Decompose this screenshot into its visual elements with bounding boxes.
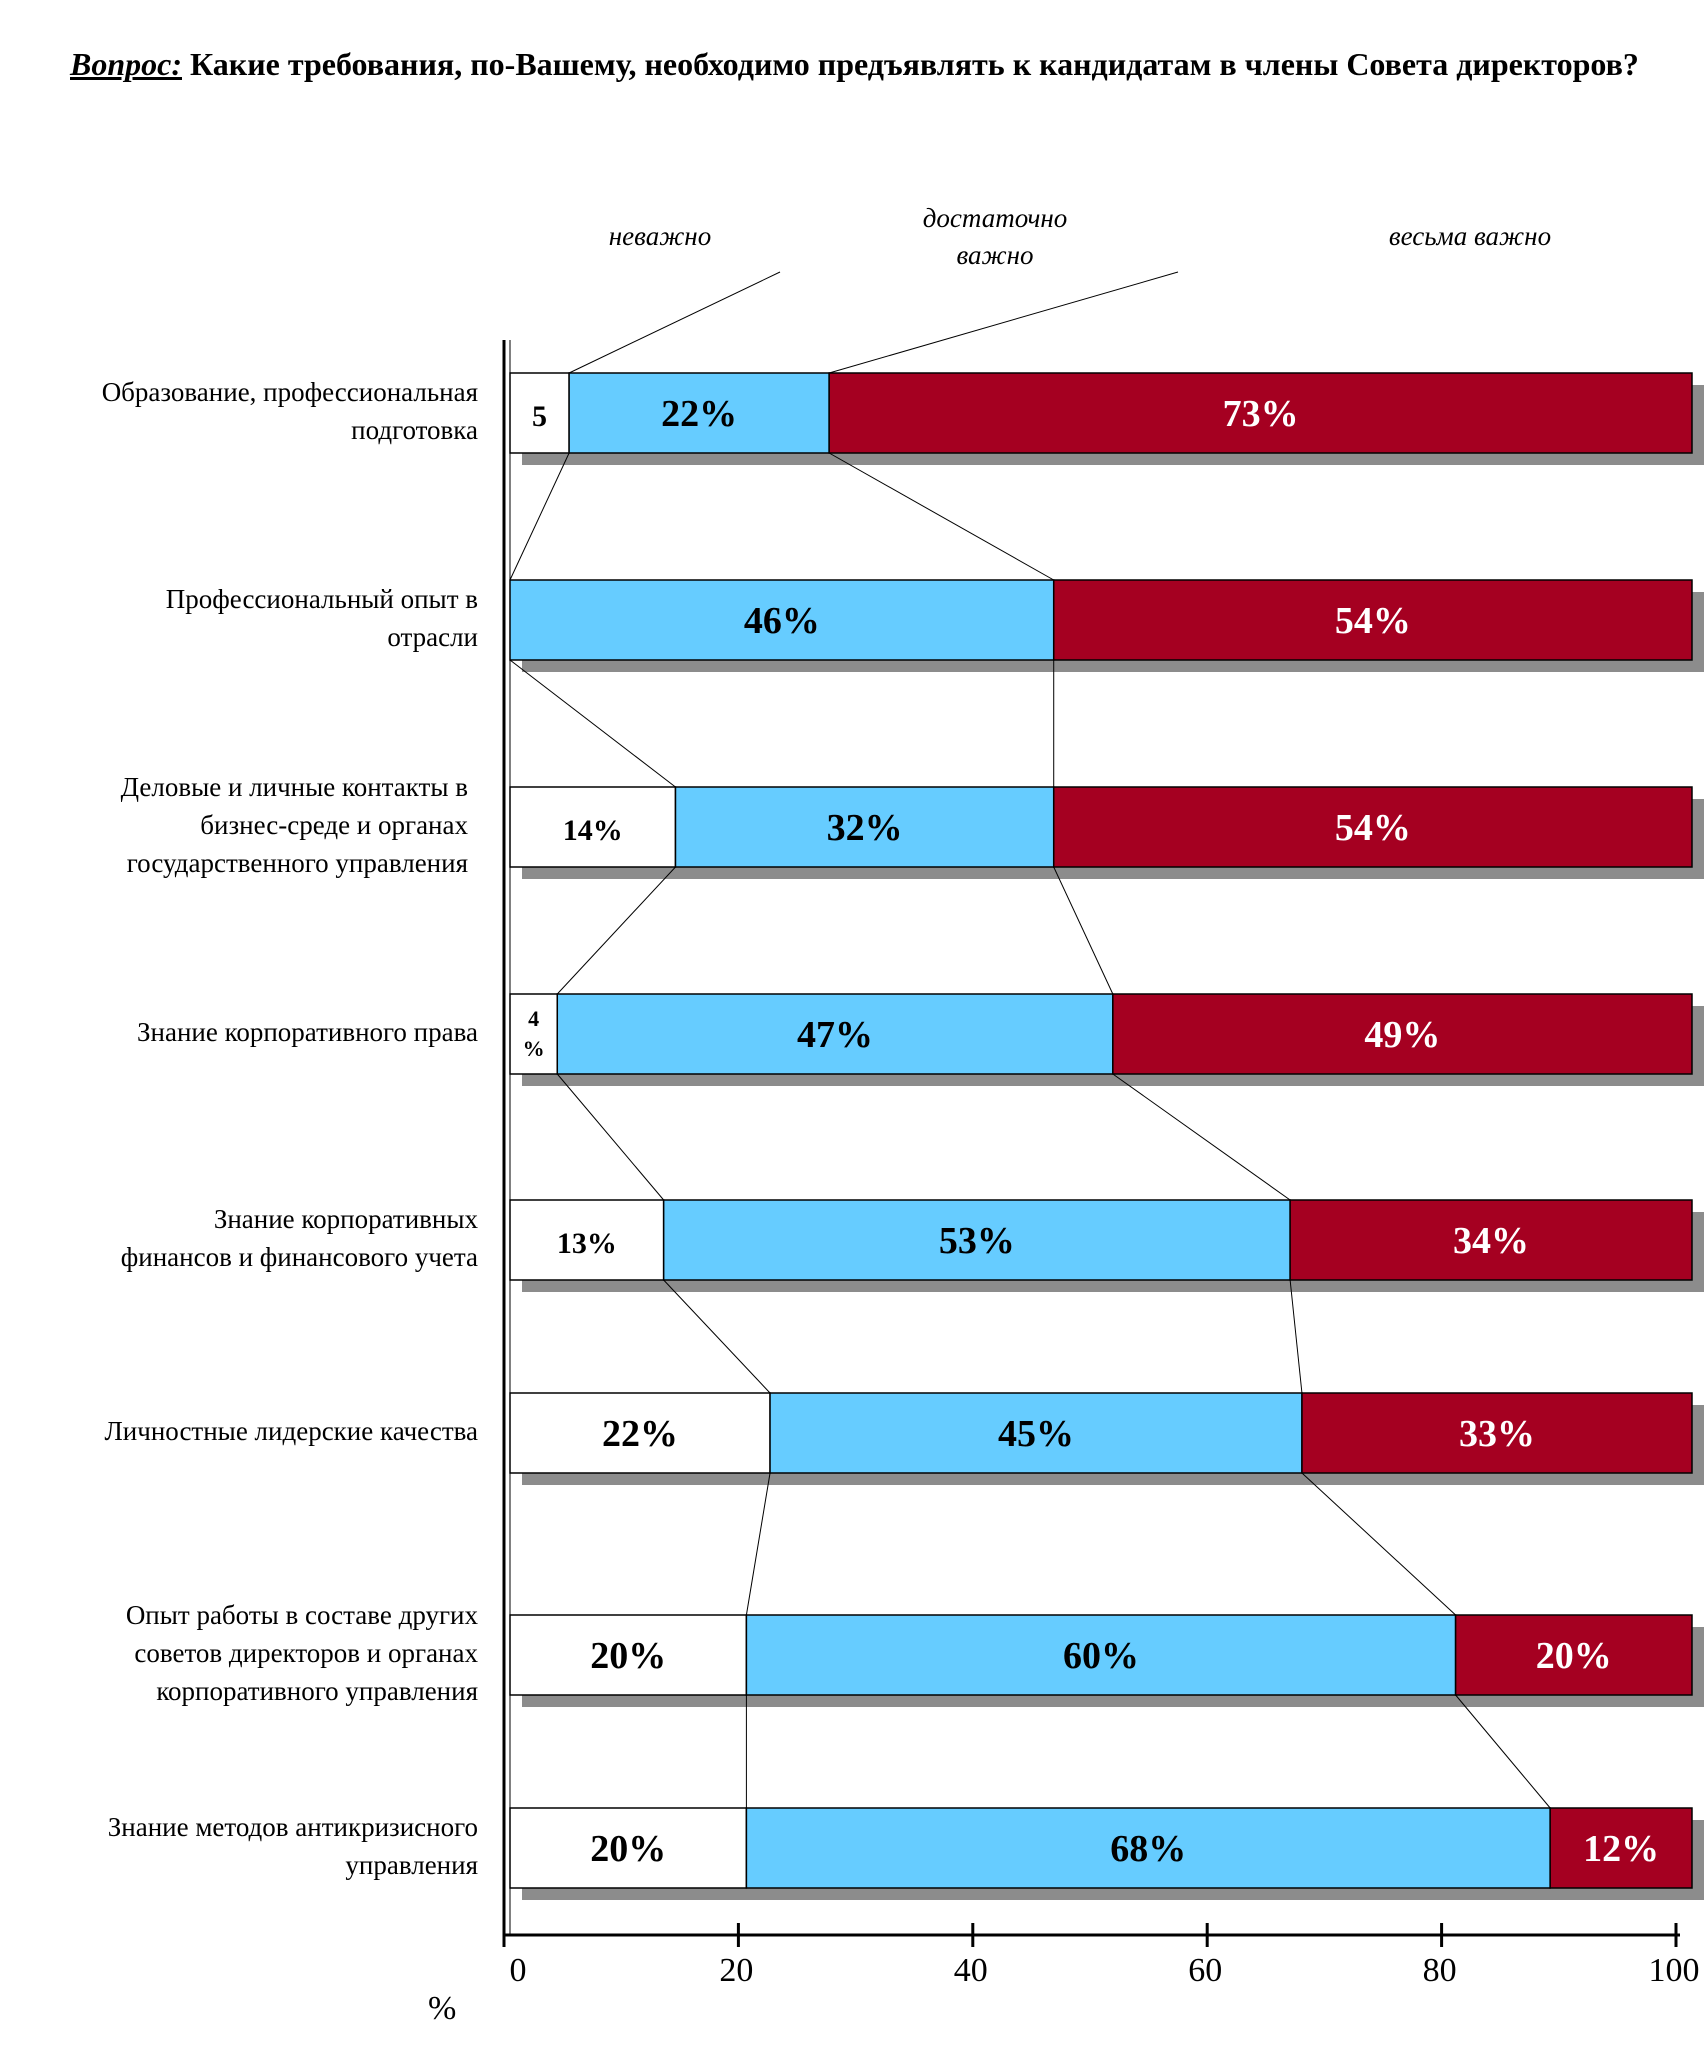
connector-line <box>1455 1694 1551 1809</box>
data-label: 33% <box>1459 1413 1535 1455</box>
data-label: 60% <box>1063 1635 1139 1677</box>
category-label: Знание методов антикризисного управления <box>107 1812 478 1880</box>
data-label: 68% <box>1110 1828 1186 1870</box>
bar-fairly-important <box>662 1199 1291 1281</box>
bar-fairly-important <box>745 1614 1457 1696</box>
data-label: 22% <box>602 1413 678 1455</box>
data-label: 20% <box>590 1828 666 1870</box>
category-label: Знание корпоративного права <box>137 1017 478 1047</box>
bar-very-important <box>1289 1199 1693 1281</box>
data-label: 54% <box>1335 600 1411 642</box>
axis-unit-label: % <box>428 1990 457 2027</box>
data-label: 46% <box>744 600 820 642</box>
category-label: Опыт работы в составе других советов дире… <box>125 1600 478 1706</box>
data-label: 45% <box>998 1413 1074 1455</box>
connector-line <box>556 1073 665 1201</box>
connector-line <box>663 1279 771 1394</box>
data-label: 32% <box>827 807 903 849</box>
connector-line <box>509 452 570 581</box>
data-label: 13% <box>557 1227 617 1260</box>
connector-line <box>1053 866 1114 995</box>
category-label: Профессиональный опыт в отрасли <box>165 584 478 652</box>
x-tick-label: 80 <box>1423 1952 1457 1989</box>
data-label: 20% <box>590 1635 666 1677</box>
question-label: Вопрос: <box>70 46 182 82</box>
data-label: 73% <box>1223 393 1299 435</box>
data-label: 53% <box>939 1220 1015 1262</box>
bar-very-important <box>1454 1614 1693 1696</box>
connector-line <box>556 866 676 995</box>
data-label: 5 <box>532 400 547 433</box>
bar-very-important <box>828 372 1693 454</box>
bar-fairly-important <box>556 993 1114 1075</box>
data-label: 34% <box>1453 1220 1529 1262</box>
connector-line <box>1289 1279 1303 1394</box>
data-label: 14% <box>563 814 623 847</box>
data-label: 49% <box>1364 1014 1440 1056</box>
connector-line <box>1112 1073 1291 1201</box>
connector-line <box>745 1472 771 1616</box>
bar-very-important <box>1052 786 1693 868</box>
data-label: 47% <box>797 1014 873 1056</box>
connector-line <box>509 659 676 788</box>
legend-very-important: весьма важно <box>1388 221 1552 251</box>
x-tick-label: 100 <box>1649 1952 1700 1989</box>
legend-leader-line <box>568 271 781 374</box>
legend-leader-line <box>829 271 1179 374</box>
category-label: Личностные лидерские качества <box>104 1416 478 1446</box>
bar-very-important <box>1301 1392 1693 1474</box>
bar-very-important <box>1549 1807 1693 1889</box>
x-tick-label: 20 <box>719 1952 753 1989</box>
category-label: Знание корпоративных финансов и финансово… <box>120 1204 478 1272</box>
bar-unimportant <box>509 1199 665 1281</box>
legend-fairly-important: достаточно важно <box>922 203 1068 270</box>
x-tick-label: 0 <box>510 1952 527 1989</box>
data-label: 22% <box>661 393 737 435</box>
bar-fairly-important <box>509 579 1055 661</box>
bar-unimportant <box>509 1614 748 1696</box>
data-label: 12% <box>1583 1828 1659 1870</box>
connector-line <box>1301 1472 1456 1616</box>
x-tick-label: 60 <box>1188 1952 1222 1989</box>
bar-very-important <box>1112 993 1693 1075</box>
category-label: Деловые и личные контакты в бизнес-среде … <box>120 772 468 878</box>
connector-line <box>828 452 1054 581</box>
bar-fairly-important <box>745 1807 1551 1889</box>
question-body: Какие требования, по-Вашему, необходимо … <box>190 46 1639 82</box>
bar-unimportant <box>509 786 677 868</box>
data-label: 54% <box>1335 807 1411 849</box>
data-label: % <box>523 1036 545 1061</box>
bar-fairly-important <box>769 1392 1303 1474</box>
question-text: Вопрос: Какие требования, по-Вашему, нео… <box>70 42 1670 86</box>
bar-very-important <box>1052 579 1693 661</box>
data-label: 4 <box>528 1006 539 1031</box>
category-label: Образование, профессиональная подготовка <box>101 377 478 445</box>
x-tick-label: 40 <box>954 1952 988 1989</box>
legend-unimportant: неважно <box>608 221 712 251</box>
data-label: 20% <box>1536 1635 1612 1677</box>
